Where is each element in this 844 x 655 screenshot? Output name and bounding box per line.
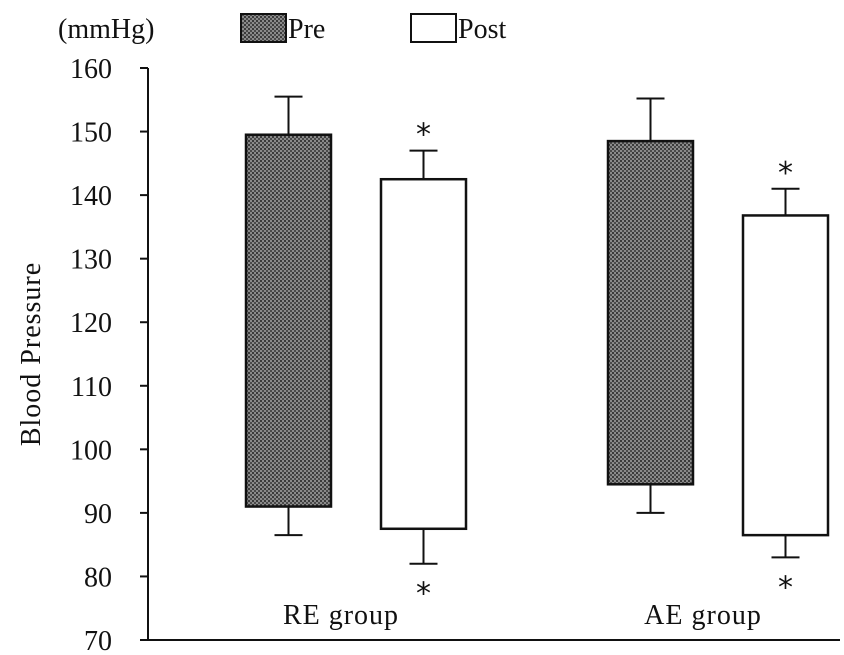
unit-label: (mmHg) bbox=[58, 14, 154, 45]
y-tick-label: 110 bbox=[71, 372, 112, 403]
significance-marker: * bbox=[778, 156, 793, 191]
significance-marker: * bbox=[778, 570, 793, 605]
y-tick-label: 160 bbox=[70, 54, 112, 85]
bar-pre-0 bbox=[244, 133, 333, 508]
significance-marker: * bbox=[416, 118, 431, 153]
significance-marker: * bbox=[416, 577, 431, 612]
y-tick-label: 70 bbox=[84, 626, 112, 655]
legend-label-pre: Pre bbox=[288, 14, 325, 45]
y-tick-label: 130 bbox=[70, 245, 112, 276]
legend-swatch-pre bbox=[240, 13, 287, 43]
y-tick-label: 80 bbox=[84, 562, 112, 593]
legend-swatch-post bbox=[410, 13, 457, 43]
y-tick-label: 150 bbox=[70, 118, 112, 149]
legend-label-post: Post bbox=[458, 14, 506, 45]
category-label: AE group bbox=[644, 600, 762, 631]
y-axis-title: Blood Pressure bbox=[16, 262, 47, 446]
category-label: RE group bbox=[283, 600, 399, 631]
y-tick-label: 140 bbox=[70, 181, 112, 212]
bar-pre-1 bbox=[606, 139, 695, 486]
bar-post-1 bbox=[741, 214, 830, 537]
y-tick-label: 90 bbox=[84, 499, 112, 530]
y-tick-label: 120 bbox=[70, 308, 112, 339]
y-tick-label: 100 bbox=[70, 435, 112, 466]
bar-post-0 bbox=[379, 177, 468, 531]
